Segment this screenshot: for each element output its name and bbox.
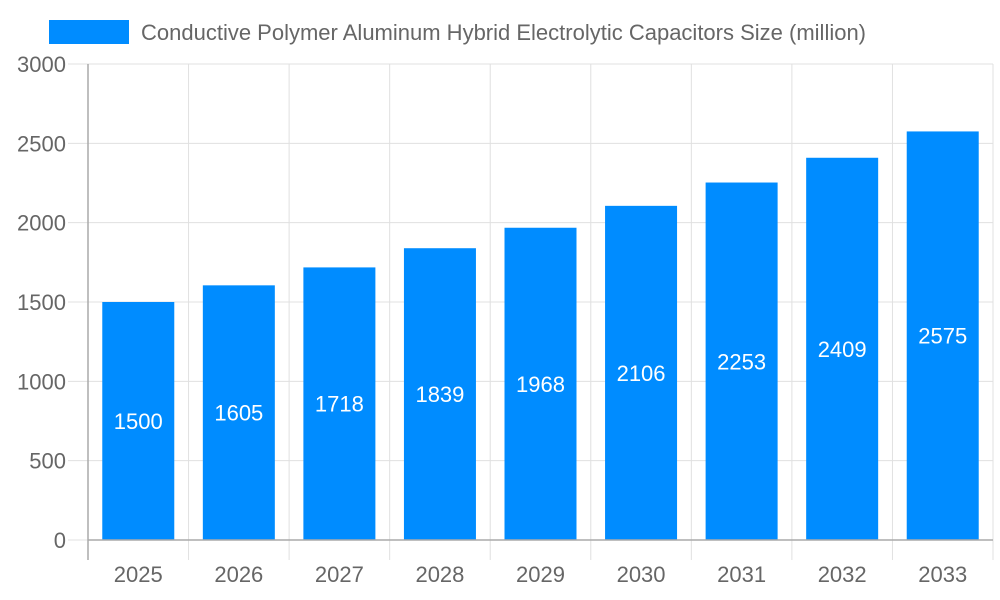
bar-2029 [504, 227, 577, 540]
data-label: 2409 [818, 337, 867, 362]
data-label: 1968 [516, 372, 565, 397]
legend-swatch [49, 20, 129, 44]
y-tick-label: 500 [29, 449, 66, 474]
data-label: 1500 [114, 409, 163, 434]
legend[interactable]: Conductive Polymer Aluminum Hybrid Elect… [49, 20, 866, 45]
x-tick-label: 2029 [516, 562, 565, 587]
y-tick-label: 1000 [17, 369, 66, 394]
data-label: 2106 [617, 361, 666, 386]
data-label: 2575 [918, 324, 967, 349]
bar-2031 [705, 182, 778, 541]
x-tick-label: 2026 [214, 562, 263, 587]
data-label: 1839 [415, 382, 464, 407]
gridlines [68, 63, 994, 560]
legend-label: Conductive Polymer Aluminum Hybrid Elect… [141, 20, 866, 45]
x-tick-label: 2031 [717, 562, 766, 587]
y-tick-label: 0 [54, 528, 66, 553]
x-tick-label: 2025 [114, 562, 163, 587]
y-tick-label: 3000 [17, 52, 66, 77]
x-tick-label: 2030 [617, 562, 666, 587]
data-label: 1718 [315, 392, 364, 417]
bar-2033 [906, 131, 979, 540]
data-label: 1605 [214, 401, 263, 426]
data-label: 2253 [717, 349, 766, 374]
x-tick-label: 2033 [918, 562, 967, 587]
bar-2032 [806, 157, 879, 540]
bar-2028 [403, 248, 476, 540]
bars [102, 131, 979, 541]
y-tick-label: 1500 [17, 290, 66, 315]
bar-2026 [202, 285, 275, 540]
y-tick-label: 2500 [17, 131, 66, 156]
axes [87, 64, 993, 560]
x-tick-label: 2032 [818, 562, 867, 587]
bar-2030 [605, 205, 678, 540]
bar-2027 [303, 267, 376, 540]
x-tick-label: 2028 [415, 562, 464, 587]
bar-2025 [102, 302, 175, 540]
y-tick-label: 2000 [17, 211, 66, 236]
tick-labels: 0 500 1000 1500 2000 2500 3000 1500 2025 1605 2026… [17, 52, 967, 587]
x-tick-label: 2027 [315, 562, 364, 587]
